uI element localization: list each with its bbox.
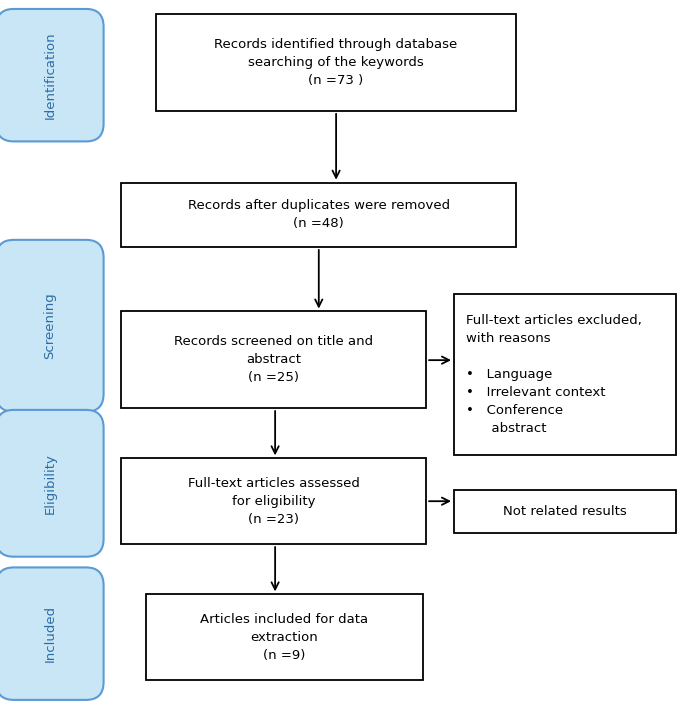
- Text: Records after duplicates were removed
(n =48): Records after duplicates were removed (n…: [188, 199, 450, 231]
- FancyBboxPatch shape: [0, 9, 104, 141]
- Text: Records screened on title and
abstract
(n =25): Records screened on title and abstract (…: [174, 335, 374, 384]
- FancyBboxPatch shape: [0, 410, 104, 557]
- Text: Included: Included: [44, 605, 56, 662]
- FancyBboxPatch shape: [146, 594, 423, 680]
- Text: Articles included for data
extraction
(n =9): Articles included for data extraction (n…: [200, 613, 368, 662]
- FancyBboxPatch shape: [121, 311, 426, 408]
- Text: Screening: Screening: [44, 292, 56, 359]
- Text: Eligibility: Eligibility: [44, 453, 56, 514]
- FancyBboxPatch shape: [0, 567, 104, 700]
- FancyBboxPatch shape: [121, 458, 426, 544]
- FancyBboxPatch shape: [454, 490, 676, 533]
- Text: Full-text articles excluded,
with reasons

•   Language
•   Irrelevant context
•: Full-text articles excluded, with reason…: [466, 314, 642, 435]
- Text: Not related results: Not related results: [503, 505, 626, 518]
- Text: Records identified through database
searching of the keywords
(n =73 ): Records identified through database sear…: [214, 38, 458, 87]
- FancyBboxPatch shape: [454, 294, 676, 455]
- FancyBboxPatch shape: [156, 14, 516, 111]
- FancyBboxPatch shape: [121, 183, 516, 247]
- Text: Identification: Identification: [44, 32, 56, 119]
- Text: Full-text articles assessed
for eligibility
(n =23): Full-text articles assessed for eligibil…: [188, 477, 360, 526]
- FancyBboxPatch shape: [0, 240, 104, 412]
